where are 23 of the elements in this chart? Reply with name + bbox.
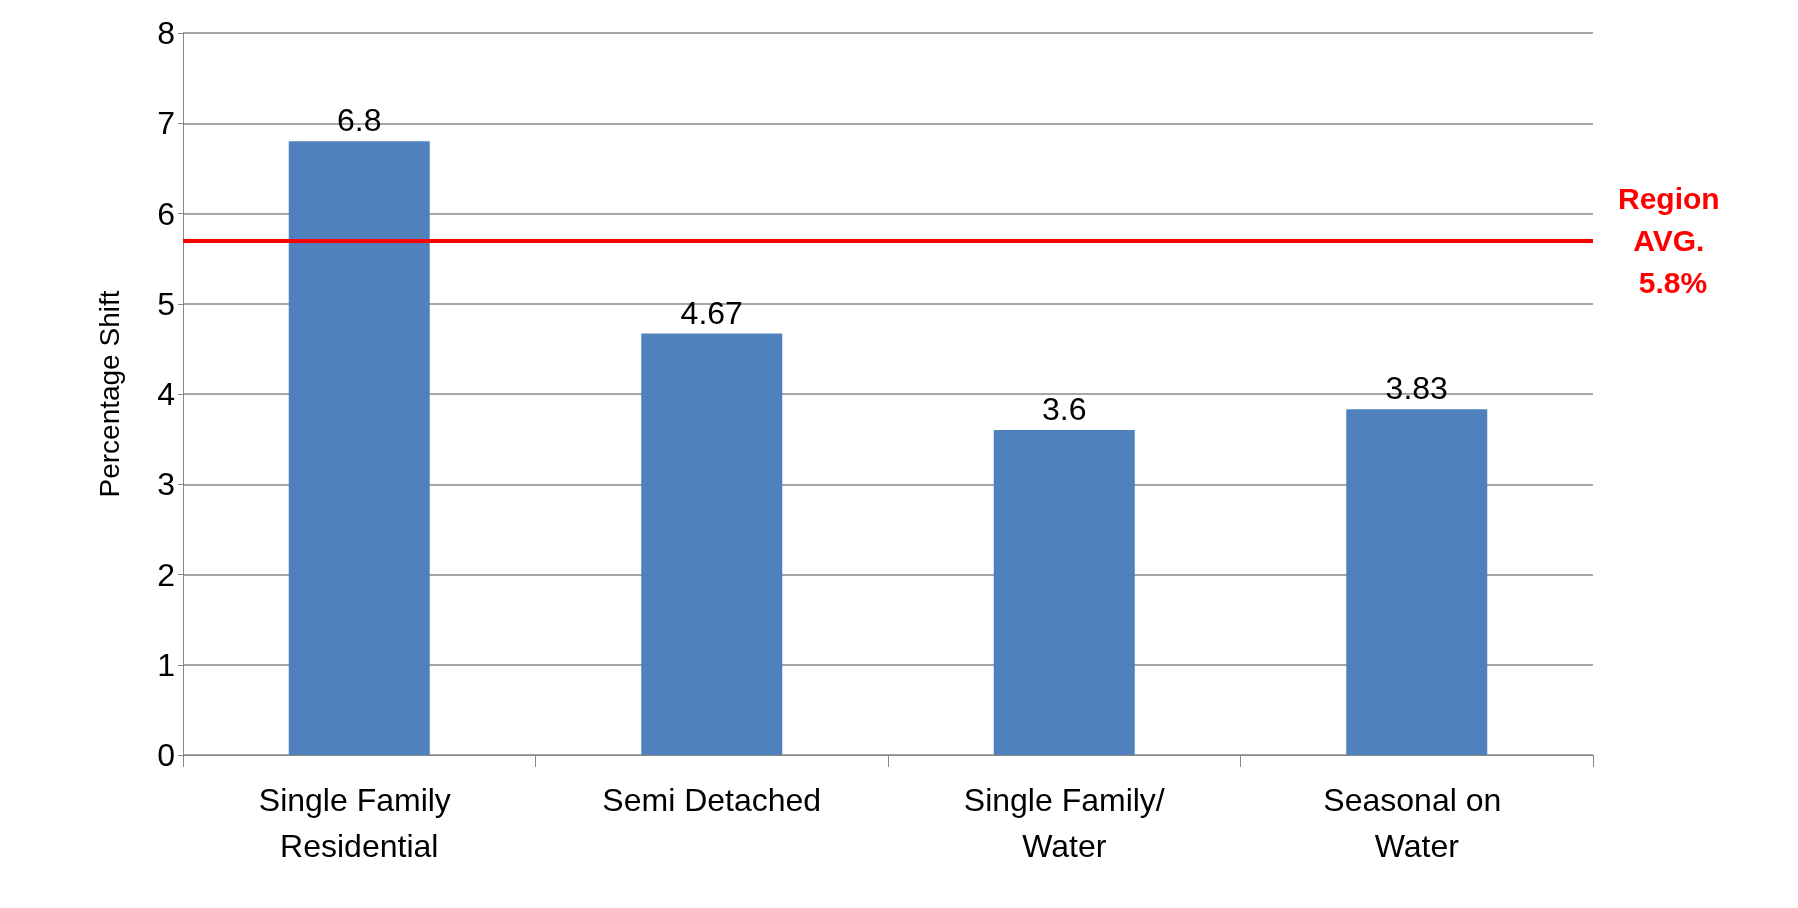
y-tick-label: 2 (157, 556, 175, 593)
data-label: 6.8 (337, 102, 382, 139)
x-tick-label: Single Family Residential (258, 782, 460, 864)
data-label: 4.67 (680, 294, 743, 331)
y-tick-label: 4 (157, 376, 175, 412)
x-tick-label: Seasonal on Water (1323, 782, 1511, 864)
y-tick-label: 0 (157, 737, 175, 773)
y-axis-title: Percentage Shift (93, 290, 125, 498)
y-tick-label: 3 (157, 466, 175, 503)
data-label: 3.83 (1385, 370, 1448, 407)
x-tick-label: Semi Detached (602, 782, 822, 818)
bar (641, 333, 783, 755)
y-tick-label: 7 (157, 105, 175, 142)
bar (1346, 409, 1488, 755)
data-label: 3.6 (1042, 391, 1087, 428)
bar (288, 141, 430, 755)
y-tick-label: 5 (157, 285, 175, 322)
x-tick-label: Single Family/Water (963, 782, 1165, 864)
y-tick-label: 6 (157, 195, 175, 232)
bar (993, 430, 1135, 755)
ref-line-label: Region AVG. 5.8% (1618, 182, 1728, 300)
y-tick-label: 1 (157, 646, 175, 683)
y-tick-label: 8 (157, 15, 175, 51)
